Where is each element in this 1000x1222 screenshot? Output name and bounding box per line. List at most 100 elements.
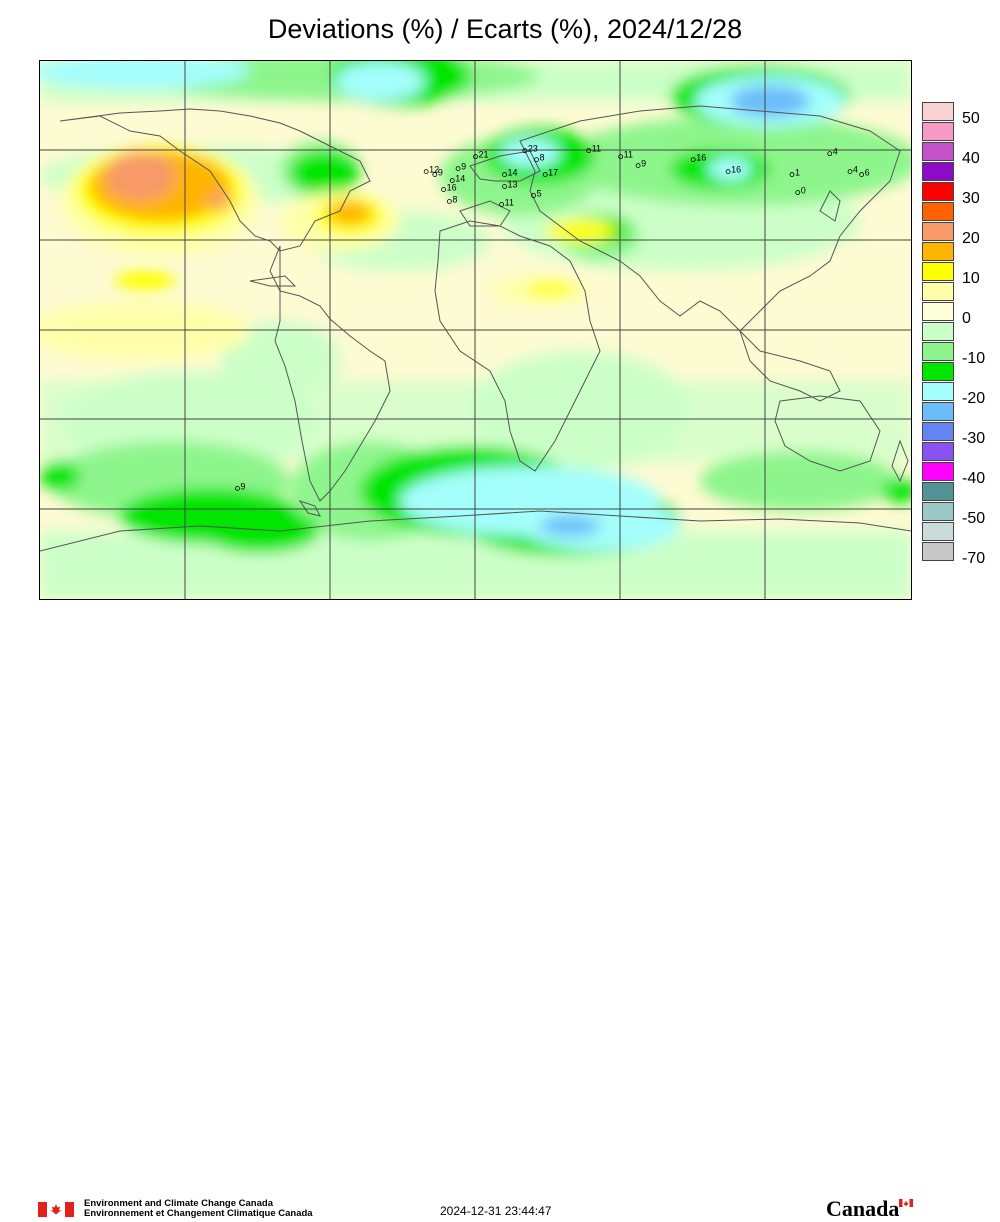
- station-value: 8: [539, 153, 544, 163]
- legend-label: 30: [962, 190, 980, 207]
- color-legend: 50 40 30 20 10 0 -10 -20 -30 -40 -50 -70: [922, 102, 985, 568]
- legend-swatch: [922, 182, 954, 201]
- legend-label: 40: [962, 150, 980, 167]
- station-marker: [795, 190, 801, 195]
- legend-swatch: [922, 522, 954, 541]
- legend-swatch: [922, 302, 954, 321]
- legend-label: -40: [962, 470, 986, 487]
- station-marker: [449, 178, 455, 183]
- legend-swatch: [922, 502, 954, 521]
- station-value: 14: [455, 174, 465, 184]
- station-marker: [690, 157, 696, 163]
- station-marker: [235, 486, 240, 491]
- station-marker: [522, 148, 528, 154]
- station-value: 17: [548, 168, 558, 178]
- legend-swatch: [922, 402, 954, 421]
- station-marker: [502, 184, 507, 189]
- map-title: Deviations (%) / Ecarts (%), 2024/12/28: [267, 14, 743, 44]
- station-value: 9: [461, 162, 466, 172]
- organization-name: Environment and Climate Change Canada En…: [84, 1199, 313, 1219]
- wordmark-flag-icon: [899, 1199, 913, 1207]
- legend-label: 10: [962, 270, 980, 287]
- station-value: 16: [731, 165, 741, 175]
- legend-swatch: [922, 362, 954, 381]
- legend-swatch: [922, 102, 954, 121]
- graticule: [40, 61, 911, 599]
- generation-timestamp: 2024-12-31 23:44:47: [440, 1204, 552, 1218]
- station-value: 23: [528, 144, 538, 154]
- station-marker: [725, 169, 731, 174]
- station-value: 16: [696, 153, 706, 163]
- legend-swatch: [922, 202, 954, 221]
- station-value: 1: [795, 168, 800, 178]
- station-value: 21: [479, 150, 489, 160]
- station-marker: [586, 148, 592, 154]
- station-value: 4: [853, 165, 858, 175]
- legend-swatch: [922, 442, 954, 461]
- canada-flag-icon: [38, 1202, 74, 1217]
- legend-label: -30: [962, 430, 986, 447]
- station-value: 6: [865, 168, 870, 178]
- legend-swatch: [922, 142, 954, 161]
- station-marker: [859, 172, 865, 177]
- legend-label: -20: [962, 390, 986, 407]
- station-value: 11: [592, 144, 601, 154]
- station-marker: [789, 172, 795, 177]
- coastlines: [40, 105, 911, 552]
- station-marker: [635, 163, 641, 169]
- legend-label: 20: [962, 230, 980, 247]
- station-marker: [542, 172, 548, 177]
- legend-swatch: [922, 162, 954, 181]
- legend-swatch: [922, 322, 954, 341]
- station-marker: [446, 199, 452, 204]
- legend-swatch: [922, 122, 954, 141]
- station-marker: [499, 202, 505, 207]
- station-value: 8: [452, 194, 457, 204]
- legend-label: 50: [962, 110, 980, 127]
- canada-wordmark: Canada: [826, 1196, 900, 1221]
- station-value: 13: [508, 180, 518, 190]
- legend-label: -10: [962, 350, 986, 367]
- station-marker: [432, 172, 438, 177]
- legend-swatch: [922, 242, 954, 261]
- station-value: 16: [447, 183, 457, 193]
- legend-swatch: [922, 262, 954, 281]
- legend-swatch: [922, 542, 954, 561]
- legend-label: 0: [962, 310, 971, 327]
- station-marker: [847, 169, 853, 174]
- station-value: 5: [537, 189, 542, 199]
- station-marker: [618, 154, 624, 160]
- legend-swatch: [922, 462, 954, 481]
- legend-swatch: [922, 482, 954, 501]
- legend-swatch: [922, 342, 954, 361]
- station-value: 12: [429, 165, 439, 175]
- station-marker: [441, 187, 446, 192]
- legend-swatch: [922, 222, 954, 241]
- station-value: 11: [505, 197, 514, 207]
- station-marker: [531, 193, 536, 198]
- organization-name-fr: Environnement et Changement Climatique C…: [84, 1208, 313, 1219]
- organization-name-en: Environment and Climate Change Canada: [84, 1198, 273, 1209]
- station-value: 0: [801, 186, 806, 196]
- legend-swatch: [922, 382, 954, 401]
- station-marker: [502, 172, 507, 177]
- station-value: 9: [438, 168, 443, 178]
- legend-swatch: [922, 422, 954, 441]
- legend-label: -50: [962, 510, 986, 527]
- legend-label: -70: [962, 550, 986, 567]
- station-marker: [473, 154, 478, 160]
- station-value: 4: [833, 147, 838, 157]
- station-marker: [827, 151, 833, 157]
- footer: Environment and Climate Change Canada En…: [0, 598, 1000, 1221]
- station-value: 9: [641, 159, 646, 169]
- station-marker: [455, 166, 461, 171]
- station-value: 11: [624, 150, 633, 160]
- station-value: 9: [240, 481, 245, 491]
- station-value: 14: [508, 168, 518, 178]
- legend-swatch: [922, 282, 954, 301]
- station-marker: [534, 157, 539, 163]
- deviation-map: 12 9 21 9 23 8 14 17 14 13 16 5 8 11 11 11 9 16 16 4 4 1 6 0 9: [39, 60, 912, 600]
- station-marker: [423, 169, 429, 174]
